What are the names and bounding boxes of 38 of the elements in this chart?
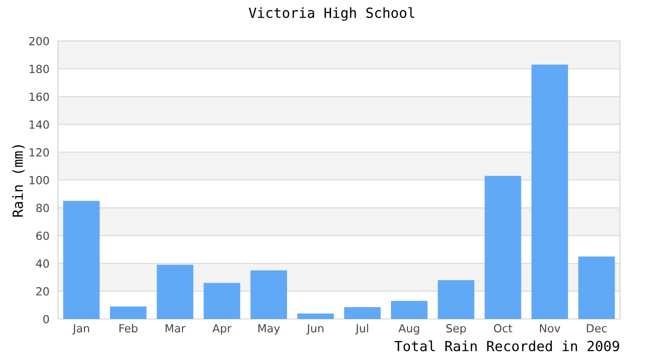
y-tick-label: 100 <box>30 176 49 184</box>
y-tick-label: 120 <box>30 148 49 157</box>
x-tick-label: Feb <box>120 324 138 332</box>
bar <box>110 306 147 319</box>
bar <box>531 64 568 319</box>
y-tick-label: 20 <box>36 287 49 296</box>
y-tick-label: 40 <box>36 259 49 268</box>
x-tick-label: Mar <box>166 324 186 332</box>
y-tick-label: 160 <box>30 92 49 101</box>
bar <box>344 307 381 319</box>
x-tick-label: Oct <box>494 324 512 332</box>
bar <box>438 280 474 319</box>
y-tick-label: 80 <box>36 204 49 212</box>
bar <box>204 282 240 319</box>
x-tick-label: Jul <box>355 324 368 335</box>
bar <box>297 313 334 319</box>
x-tick-label: Sep <box>446 324 466 335</box>
y-tick-label: 60 <box>36 232 49 240</box>
x-tick-label: Jan <box>72 324 90 335</box>
bar <box>63 200 100 319</box>
y-tick-label: 0 <box>43 314 49 324</box>
y-tick-label: 180 <box>30 64 49 74</box>
y-tick-label: 140 <box>30 120 49 129</box>
bar <box>390 300 428 319</box>
x-axis-title: Total Rain Recorded in 2009 <box>394 340 620 352</box>
chart-title: Victoria High School <box>248 7 414 21</box>
y-tick-label: 200 <box>29 36 49 46</box>
x-tick-label: Aug <box>398 324 420 335</box>
y-axis-title: Rain (mm) <box>12 145 25 217</box>
bar <box>156 264 194 319</box>
x-tick-label: Nov <box>540 324 560 332</box>
bar <box>250 270 288 319</box>
x-tick-label: Apr <box>212 324 232 335</box>
bar <box>484 176 522 319</box>
x-tick-label: Jun <box>306 324 324 335</box>
x-tick-label: Dec <box>586 324 607 332</box>
x-tick-label: May <box>258 324 280 335</box>
bar <box>578 256 615 319</box>
